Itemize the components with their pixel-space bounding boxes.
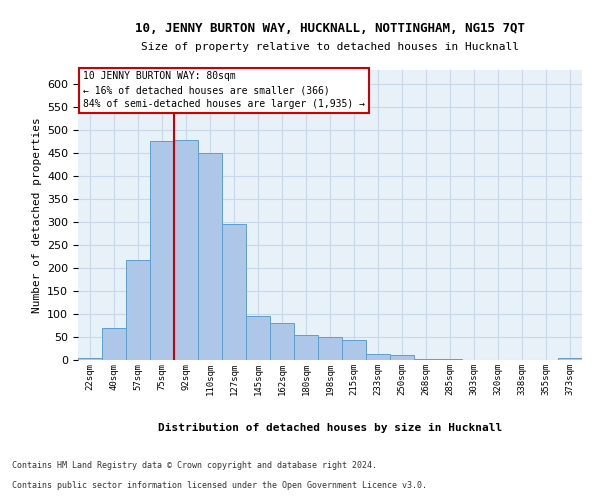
Bar [198,153,222,360]
Bar [366,354,390,360]
Bar [558,358,582,360]
Bar [78,358,102,360]
Text: Size of property relative to detached houses in Hucknall: Size of property relative to detached ho… [141,42,519,52]
Bar [150,142,174,360]
Bar [294,334,318,360]
Bar [318,337,342,360]
Bar [438,358,462,360]
Text: Contains public sector information licensed under the Open Government Licence v3: Contains public sector information licen… [12,481,427,490]
Bar [222,224,246,360]
Bar [102,328,126,360]
Bar [246,316,270,360]
Bar [390,356,414,360]
Bar [342,340,366,360]
Text: Distribution of detached houses by size in Hucknall: Distribution of detached houses by size … [158,422,502,432]
Bar [414,358,438,360]
Bar [270,323,294,360]
Y-axis label: Number of detached properties: Number of detached properties [32,117,41,313]
Text: 10 JENNY BURTON WAY: 80sqm
← 16% of detached houses are smaller (366)
84% of sem: 10 JENNY BURTON WAY: 80sqm ← 16% of deta… [83,72,365,110]
Text: 10, JENNY BURTON WAY, HUCKNALL, NOTTINGHAM, NG15 7QT: 10, JENNY BURTON WAY, HUCKNALL, NOTTINGH… [135,22,525,36]
Bar [174,140,198,360]
Bar [126,260,150,360]
Text: Contains HM Land Registry data © Crown copyright and database right 2024.: Contains HM Land Registry data © Crown c… [12,461,377,470]
